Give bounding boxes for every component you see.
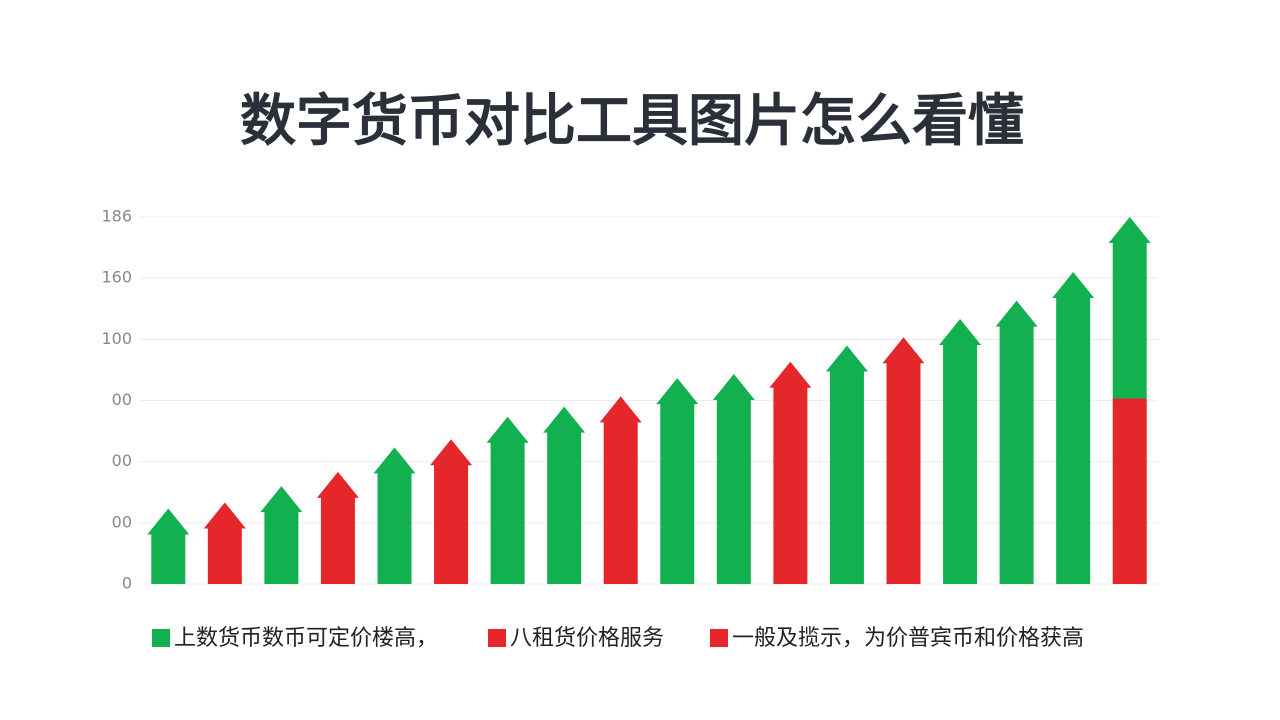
y-tick-label: 00 [112,390,132,409]
legend-swatch [152,629,170,647]
arrow-bar [486,416,529,584]
arrow-bar [825,345,868,584]
legend-label: 八租货价格服务 [510,626,664,651]
chart-title: 数字货币对比工具图片怎么看懂 [240,89,1024,154]
arrow-bar [769,361,812,584]
y-tick-label: 186 [101,207,132,226]
arrow-bar [373,447,416,584]
y-tick-label: 160 [101,268,132,287]
arrow-bar [316,471,359,584]
arrow-bar [1112,398,1147,584]
arrow-bar [430,439,473,584]
legend-label: 上数货币数币可定价楼高， [174,626,438,651]
arrow-bar [882,337,925,584]
arrow-bar [1052,272,1095,584]
arrow-bar [599,396,642,584]
arrow-bar [543,406,586,584]
y-tick-label: 0 [122,574,132,593]
arrow-bar [995,300,1038,584]
y-tick-label: 00 [112,512,132,531]
legend-swatch [488,629,506,647]
legend-label: 一般及揽示，为价普宾币和价格获高 [732,626,1084,651]
arrow-bar [656,378,699,584]
arrow-bar [260,486,303,584]
arrow-bar [147,508,190,584]
arrow-bar [939,318,982,584]
legend-swatch [710,629,728,647]
arrow-bar [203,502,246,584]
y-tick-label: 00 [112,451,132,470]
arrow-bar [712,373,755,584]
y-tick-label: 100 [101,329,132,348]
arrow-bar [1108,217,1151,399]
